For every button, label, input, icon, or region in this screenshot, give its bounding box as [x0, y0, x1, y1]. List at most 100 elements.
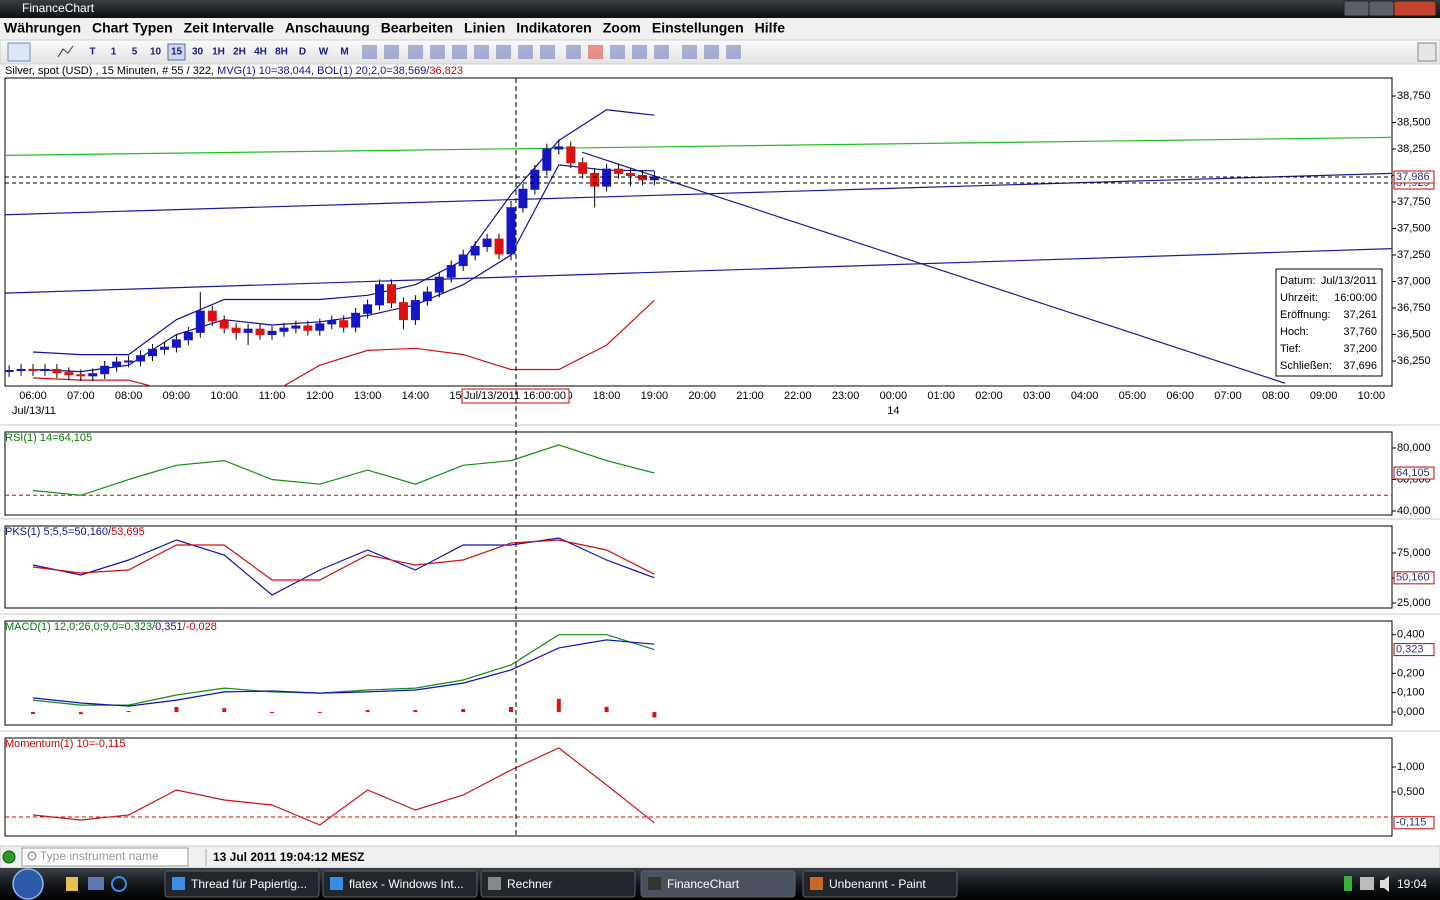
y-tick-label: 38,250 [1397, 143, 1431, 155]
search-placeholder[interactable]: Type instrument name [40, 849, 159, 863]
taskbar-icon [172, 877, 185, 890]
quicklaunch-desktop[interactable] [88, 877, 104, 890]
menu-item[interactable]: Linien [464, 20, 505, 36]
date-label: Jul/13/11 [12, 405, 56, 417]
interval-label[interactable]: 10 [150, 47, 162, 58]
indicator-line [32, 634, 655, 706]
taskbar-item[interactable] [480, 870, 636, 898]
candle-body [171, 339, 181, 348]
menu-item[interactable]: Indikatoren [516, 20, 591, 36]
taskbar-label[interactable]: FinanceChart [667, 877, 740, 891]
tool-icon[interactable] [704, 45, 719, 59]
tool-icon[interactable] [518, 45, 533, 59]
interval-button[interactable] [167, 43, 186, 61]
close-button[interactable] [1393, 0, 1437, 17]
header-part: Momentum(1) 10=-0,115 [5, 738, 126, 750]
x-tick-label: 14:00 [402, 390, 430, 402]
interval-label[interactable]: 4H [254, 47, 267, 58]
maximize-button[interactable] [1368, 0, 1395, 17]
menu-item[interactable]: Hilfe [755, 20, 786, 36]
menu-item[interactable]: Einstellungen [652, 20, 744, 36]
taskbar-item[interactable] [802, 870, 958, 898]
toolbar-toggle[interactable] [1417, 42, 1437, 62]
taskbar-label[interactable]: Unbenannt - Paint [829, 877, 926, 891]
tool-icon[interactable] [408, 45, 423, 59]
menu-item[interactable]: Bearbeiten [381, 20, 453, 36]
interval-label[interactable]: W [319, 47, 329, 58]
interval-label[interactable]: 1H [212, 47, 225, 58]
candle-body [422, 291, 432, 302]
menu-item[interactable]: Anschauung [285, 20, 370, 36]
interval-label[interactable]: M [340, 47, 348, 58]
panel-plot [5, 747, 1392, 826]
candle-body [315, 323, 325, 331]
interval-label[interactable]: 5 [132, 47, 138, 58]
taskbar-label[interactable]: flatex - Windows Int... [349, 877, 464, 891]
candle-body [614, 168, 624, 174]
candle-body [303, 325, 313, 331]
tool-icon[interactable] [726, 45, 741, 59]
tool-icon[interactable] [610, 45, 625, 59]
minimize-button[interactable] [1343, 0, 1370, 17]
candle-body [458, 254, 468, 267]
candle-body [100, 365, 110, 375]
interval-label[interactable]: 15 [171, 47, 183, 58]
quicklaunch-explorer[interactable] [66, 877, 78, 891]
tool-icon[interactable] [452, 45, 467, 59]
y-tick-label: 36,750 [1397, 302, 1431, 314]
x-tick-label: 13:00 [354, 390, 382, 402]
tool-icon[interactable] [362, 45, 377, 59]
y-tick-label: 37,250 [1397, 249, 1431, 261]
menu-item[interactable]: Chart Typen [92, 20, 173, 36]
interval-label[interactable]: 30 [192, 47, 204, 58]
interval-label[interactable]: 1 [111, 47, 117, 58]
menu-item[interactable]: Zoom [603, 20, 641, 36]
x-tick-label: 12:00 [306, 390, 334, 402]
tool-button[interactable] [7, 42, 31, 62]
candle-body [375, 284, 385, 306]
interval-label[interactable]: 2H [233, 47, 246, 58]
taskbar-label[interactable]: Thread für Papiertig... [191, 877, 307, 891]
tooltip-value: 37,760 [1343, 326, 1377, 338]
candle-body [398, 302, 408, 321]
taskbar-item[interactable] [640, 870, 796, 898]
y-tick-label: 75,000 [1397, 547, 1431, 559]
candle-body [446, 265, 456, 278]
price-label-box [1393, 170, 1435, 184]
interval-label[interactable]: 8H [275, 47, 288, 58]
tool-icon[interactable] [682, 45, 697, 59]
tooltip-key: Uhrzeit: [1280, 292, 1318, 304]
taskbar-item[interactable] [164, 870, 320, 898]
menu-item[interactable]: Währungen [4, 20, 81, 36]
tool-icon[interactable] [384, 45, 399, 59]
tool-icon[interactable] [632, 45, 647, 59]
candle-body [602, 168, 612, 187]
interval-label[interactable]: T [89, 47, 95, 58]
tool-icon[interactable] [566, 45, 581, 59]
interval-label[interactable]: D [299, 47, 306, 58]
tool-icon[interactable] [474, 45, 489, 59]
panel-header: PKS(1) 5;5,5=50,160/53,695 [5, 526, 145, 538]
tooltip-key: Hoch: [1280, 326, 1309, 338]
tool-icon[interactable] [430, 45, 445, 59]
start-button[interactable] [12, 868, 44, 900]
x-tick-label: 07:00 [67, 390, 95, 402]
tooltip-key: Schließen: [1280, 360, 1332, 372]
taskbar-item[interactable] [322, 870, 478, 898]
tool-icon[interactable] [540, 45, 555, 59]
tool-icon[interactable] [654, 45, 669, 59]
search-box[interactable] [21, 847, 189, 867]
x-tick-label: 09:00 [163, 390, 191, 402]
taskbar-label[interactable]: Rechner [507, 877, 552, 891]
tool-icon[interactable] [588, 45, 603, 59]
quicklaunch-ie[interactable] [111, 876, 127, 892]
tooltip-value: 37,261 [1343, 309, 1377, 321]
y-tick-label: 36,500 [1397, 328, 1431, 340]
menu-item[interactable]: Zeit Intervalle [184, 20, 274, 36]
tool-icon[interactable] [496, 45, 511, 59]
indicator-line [32, 444, 655, 496]
taskbar-icon [330, 877, 343, 890]
tooltip-box [1275, 268, 1383, 377]
y-tick-label: 36,250 [1397, 355, 1431, 367]
